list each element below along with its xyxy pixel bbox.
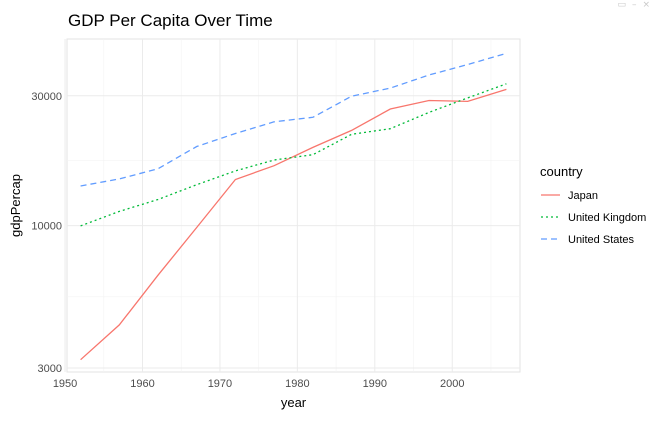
series-line-japan xyxy=(80,88,507,361)
x-tick-label: 1950 xyxy=(53,378,77,390)
major-gridlines xyxy=(64,39,520,372)
legend-label: United Kingdom xyxy=(568,212,646,224)
chart-title: GDP Per Capita Over Time xyxy=(68,11,273,30)
legend-label: Japan xyxy=(568,190,598,202)
restore-icon[interactable]: ▭ xyxy=(617,0,632,10)
close-icon[interactable]: × xyxy=(642,0,656,10)
x-tick-label: 1960 xyxy=(130,378,154,390)
series-lines xyxy=(80,52,507,361)
x-axis-title: year xyxy=(281,395,307,410)
series-line-united-states xyxy=(80,52,507,187)
x-tick-label: 1970 xyxy=(208,378,232,390)
y-axis-title: gdpPercap xyxy=(8,174,23,237)
y-tick-label: 30000 xyxy=(31,91,62,103)
window-controls[interactable]: ▭–× xyxy=(617,0,656,10)
x-tick-labels: 1950 1960 1970 1980 1990 2000 xyxy=(53,378,465,390)
x-tick-label: 2000 xyxy=(440,378,464,390)
minimize-icon[interactable]: – xyxy=(631,0,643,10)
legend-title: country xyxy=(540,164,583,179)
legend-label: United States xyxy=(568,234,635,246)
legend: country Japan United Kingdom United States xyxy=(540,164,646,246)
series-line-united-kingdom xyxy=(80,83,507,227)
y-tick-labels: 3000 10000 30000 xyxy=(31,91,62,375)
y-tick-label: 10000 xyxy=(31,221,62,233)
y-tick-label: 3000 xyxy=(38,363,62,375)
x-tick-label: 1990 xyxy=(363,378,387,390)
x-tick-label: 1980 xyxy=(285,378,309,390)
